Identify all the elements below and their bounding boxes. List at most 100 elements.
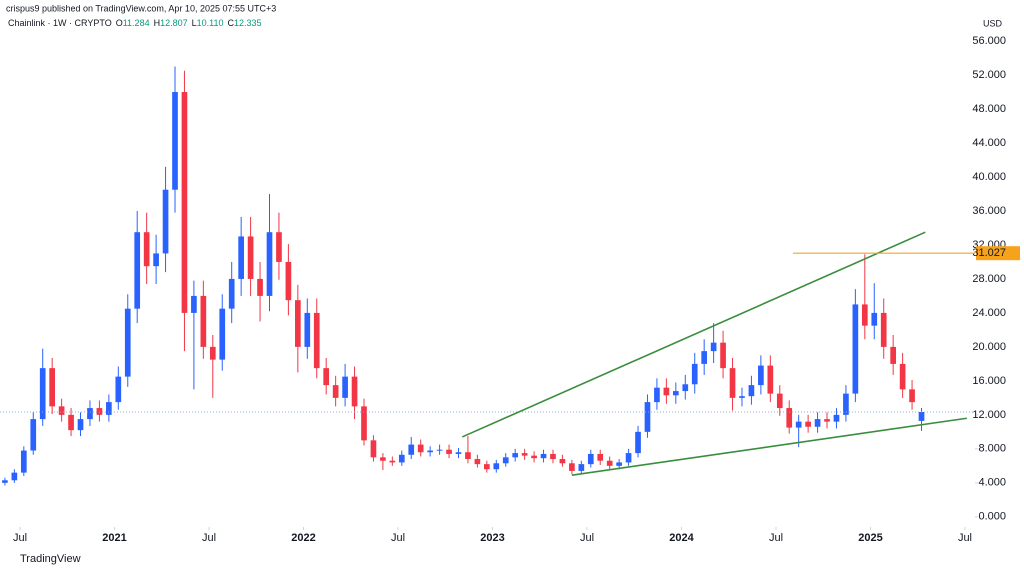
candle-body <box>427 450 433 453</box>
candle-body <box>758 365 764 386</box>
candle-body <box>191 295 197 313</box>
candle-body <box>162 189 169 254</box>
candle-body <box>890 346 897 364</box>
candle-body <box>550 453 556 460</box>
candle-body <box>880 312 887 347</box>
published-note: crispus9 published on TradingView.com, A… <box>6 3 276 13</box>
candle-body <box>474 459 481 465</box>
resistance-label: 31.027 <box>972 247 1006 259</box>
y-tick-label: 12.000 <box>972 409 1006 421</box>
ohlc-value: 11.284 <box>123 18 150 28</box>
x-tick-label: Jul <box>13 532 27 544</box>
y-tick-label: 16.000 <box>972 375 1006 387</box>
candle-body <box>143 232 150 267</box>
candle-body <box>710 342 717 352</box>
candle-body <box>512 453 519 458</box>
ohlc-value: 12.335 <box>234 18 262 28</box>
candle-body <box>824 419 830 422</box>
candle-body <box>380 457 386 461</box>
candle-body <box>200 295 207 347</box>
candle-body <box>720 342 726 369</box>
candle-body <box>446 449 452 454</box>
candle-body <box>370 440 377 458</box>
candle-body <box>805 421 811 427</box>
candle-body <box>39 368 46 420</box>
x-tick-label: Jul <box>769 532 783 544</box>
symbol-legend: Chainlink · 1W · CRYPTO O11.284 H12.807 L10… <box>8 18 262 28</box>
candle-body <box>68 414 74 431</box>
ohlc-value: 12.807 <box>160 18 188 28</box>
plot <box>0 66 975 486</box>
candle-body <box>266 232 273 296</box>
x-tick-label: Jul <box>580 532 594 544</box>
y-tick-label: 52.000 <box>972 69 1006 81</box>
y-tick-label: 44.000 <box>972 137 1006 149</box>
candle-body <box>87 408 93 420</box>
candle-body <box>682 384 689 392</box>
brand: TradingView <box>20 553 81 565</box>
candle-body <box>861 304 868 326</box>
candle-body <box>323 368 330 386</box>
y-tick-label: 4.000 <box>978 477 1006 489</box>
candle-body <box>408 444 415 455</box>
candle-body <box>209 346 216 360</box>
y-tick-label: 36.000 <box>972 205 1006 217</box>
candle-body <box>871 312 878 326</box>
candle-body <box>843 393 849 415</box>
candle-body <box>228 278 235 309</box>
candle-body <box>20 450 27 473</box>
candle-body <box>106 402 112 415</box>
candle-body <box>569 463 575 471</box>
candle-body <box>285 261 292 301</box>
x-tick-label: 2022 <box>291 532 315 544</box>
ohlc: O11.284 H12.807 L10.110 C12.335 <box>116 18 262 28</box>
candle-body <box>531 455 537 459</box>
candle-body <box>351 376 358 407</box>
candle-body <box>691 363 698 385</box>
candle-body <box>153 253 159 267</box>
y-tick-label: 48.000 <box>972 103 1006 115</box>
y-tick-label: 20.000 <box>972 341 1006 353</box>
x-tick-label: Jul <box>958 532 972 544</box>
candle-body <box>559 459 566 464</box>
candle-body <box>833 414 840 422</box>
candle-body <box>313 312 320 369</box>
y-tick-label: 56.000 <box>972 35 1006 47</box>
candle-body <box>276 232 282 262</box>
x-tick-label: 2023 <box>480 532 504 544</box>
x-tick-label: Jul <box>391 532 405 544</box>
x-tick-label: 2025 <box>858 532 882 544</box>
candle-body <box>436 449 443 451</box>
candle-body <box>786 408 793 428</box>
y-tick-label: 28.000 <box>972 273 1006 285</box>
candle-body <box>2 480 8 483</box>
candle-body <box>124 308 131 377</box>
candle-body <box>115 376 122 403</box>
candle-body <box>465 452 471 460</box>
candle-body <box>540 453 547 459</box>
candle-body <box>625 453 632 463</box>
candle-body <box>587 453 594 465</box>
candle-body <box>172 92 178 190</box>
candle-body <box>417 444 424 453</box>
y-tick-label: 0.000 <box>978 511 1006 523</box>
ohlc-label: O <box>116 18 123 28</box>
candle-body <box>134 232 141 309</box>
x-tick-label: 2021 <box>102 532 126 544</box>
trendline <box>461 231 926 438</box>
candle-body <box>795 421 802 428</box>
y-tick-label: 40.000 <box>972 171 1006 183</box>
candle-body <box>361 406 367 441</box>
candle-body <box>181 92 188 313</box>
candle-body <box>852 304 859 394</box>
candle-body <box>247 236 254 279</box>
trendline <box>571 417 967 476</box>
currency: USD <box>983 18 1003 28</box>
candle-body <box>238 236 244 279</box>
candle-body <box>455 452 462 454</box>
candle-body <box>616 462 622 466</box>
candle-body <box>521 453 528 456</box>
candle-body <box>332 385 339 398</box>
candle-body <box>729 368 736 398</box>
